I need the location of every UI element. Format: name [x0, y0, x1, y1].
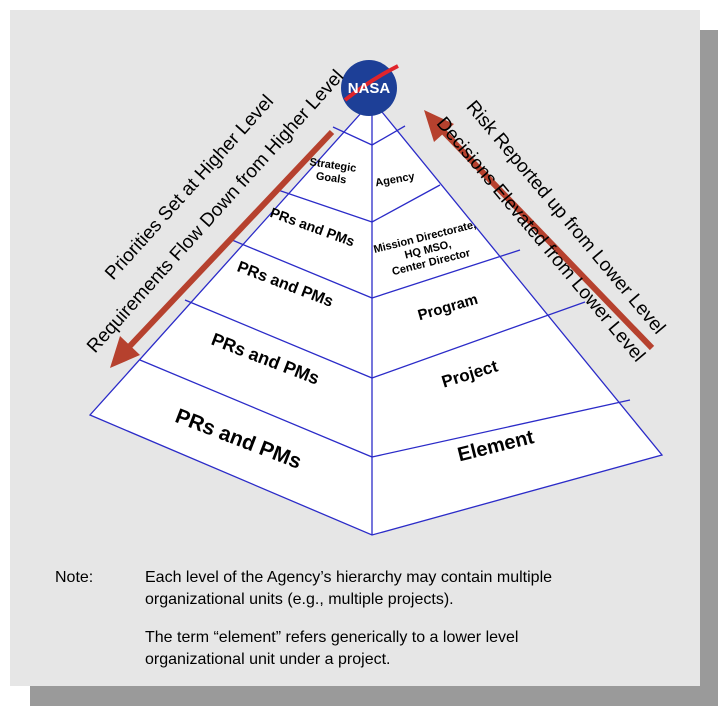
logo-text: NASA: [348, 80, 391, 97]
note-line: organizational units (e.g., multiple pro…: [145, 591, 454, 608]
text-line: Goals: [315, 170, 347, 186]
svg-text:StrategicGoals: StrategicGoals: [307, 156, 357, 187]
note-line: Each level of the Agency’s hierarchy may…: [145, 569, 552, 586]
pyramid: [88, 111, 664, 536]
note-line: organizational unit under a project.: [145, 651, 391, 668]
arrows: [110, 110, 655, 368]
note-label: Note:: [55, 569, 93, 586]
note-line: The term “element” refers generically to…: [145, 629, 518, 646]
nasa-logo: NASA: [341, 60, 399, 116]
